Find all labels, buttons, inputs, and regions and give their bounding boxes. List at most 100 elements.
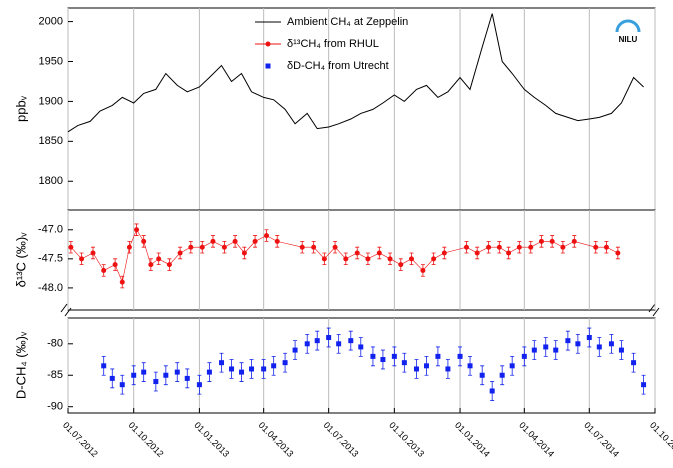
- y-tick-label: -80: [47, 338, 63, 350]
- marker: [241, 250, 247, 256]
- marker: [219, 360, 225, 366]
- marker: [380, 357, 386, 363]
- y-tick-label: 2000: [39, 15, 63, 27]
- marker: [131, 372, 137, 378]
- marker: [274, 238, 280, 244]
- marker: [401, 360, 407, 366]
- marker: [408, 256, 414, 262]
- marker: [618, 347, 624, 353]
- marker: [365, 256, 371, 262]
- marker: [239, 369, 245, 375]
- marker: [109, 375, 115, 381]
- marker: [119, 382, 125, 388]
- marker: [358, 344, 364, 350]
- panel-frame: [67, 209, 656, 311]
- marker: [441, 250, 447, 256]
- marker: [496, 244, 502, 250]
- marker: [156, 256, 162, 262]
- y-axis-label: δ¹³C (‰)ᵥ: [13, 232, 28, 288]
- marker: [174, 369, 180, 375]
- marker: [413, 366, 419, 372]
- marker: [336, 341, 342, 347]
- marker: [528, 244, 534, 250]
- marker: [271, 363, 277, 369]
- y-tick-label: -90: [47, 401, 63, 413]
- marker: [90, 250, 96, 256]
- y-tick-label: -47.0: [38, 224, 63, 236]
- marker: [126, 244, 132, 250]
- y-tick-label: -48.0: [38, 282, 63, 294]
- marker: [499, 372, 505, 378]
- marker: [423, 363, 429, 369]
- x-tick-label: 01.01.2014: [453, 420, 492, 459]
- marker: [119, 279, 125, 285]
- marker: [486, 244, 492, 250]
- marker: [593, 244, 599, 250]
- marker: [332, 244, 338, 250]
- legend-label: δD-CH₄ from Utrecht: [287, 60, 389, 72]
- marker: [479, 372, 485, 378]
- marker: [326, 335, 332, 341]
- x-tick-label: 01.07.2014: [582, 420, 621, 459]
- y-tick-label: -85: [47, 369, 63, 381]
- marker: [506, 250, 512, 256]
- marker: [311, 244, 317, 250]
- axis-break: [60, 303, 660, 317]
- marker: [516, 244, 522, 250]
- marker: [112, 262, 118, 268]
- marker: [196, 382, 202, 388]
- y-axis-label: D-CH₄ (‰)ᵥ: [13, 331, 28, 399]
- marker: [304, 341, 310, 347]
- marker: [321, 256, 327, 262]
- marker: [521, 353, 527, 359]
- marker: [575, 341, 581, 347]
- x-tick-label: 01.10.2014: [648, 420, 673, 459]
- marker: [177, 250, 183, 256]
- marker: [153, 379, 159, 385]
- marker: [435, 353, 441, 359]
- marker: [474, 250, 480, 256]
- marker: [603, 244, 609, 250]
- marker: [565, 338, 571, 344]
- marker: [163, 372, 169, 378]
- marker: [420, 267, 426, 273]
- legend-marker: [265, 63, 271, 69]
- marker: [343, 256, 349, 262]
- marker: [560, 244, 566, 250]
- marker: [68, 244, 74, 250]
- marker: [148, 262, 154, 268]
- marker: [232, 238, 238, 244]
- marker: [631, 360, 637, 366]
- logo: NILU: [619, 35, 638, 44]
- marker: [101, 267, 107, 273]
- marker: [199, 244, 205, 250]
- marker: [134, 227, 140, 233]
- x-tick-label: 01.04.2014: [517, 420, 556, 459]
- marker: [166, 262, 172, 268]
- marker: [457, 353, 463, 359]
- marker: [553, 347, 559, 353]
- marker: [586, 335, 592, 341]
- marker: [314, 338, 320, 344]
- logo-arc: [615, 19, 641, 33]
- y-tick-label: -47.5: [38, 253, 63, 265]
- marker: [615, 250, 621, 256]
- marker: [509, 363, 515, 369]
- marker: [292, 347, 298, 353]
- marker: [596, 344, 602, 350]
- marker: [221, 244, 227, 250]
- marker: [354, 250, 360, 256]
- marker: [398, 262, 404, 268]
- marker: [370, 353, 376, 359]
- y-axis-label: ppbᵥ: [13, 95, 28, 122]
- y-tick-label: 1800: [39, 175, 63, 187]
- marker: [549, 238, 555, 244]
- marker: [391, 353, 397, 359]
- marker: [463, 244, 469, 250]
- data-line: [70, 229, 619, 284]
- marker: [299, 244, 305, 250]
- legend-marker: [265, 41, 271, 47]
- marker: [188, 244, 194, 250]
- marker: [206, 369, 212, 375]
- x-tick-label: 01.10.2013: [387, 420, 426, 459]
